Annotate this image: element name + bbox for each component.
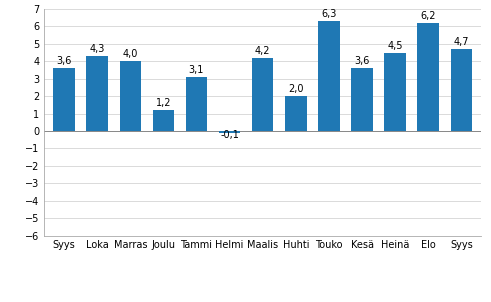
Text: 3,6: 3,6 (355, 56, 370, 66)
Text: 6,3: 6,3 (321, 9, 337, 19)
Text: 6,2: 6,2 (420, 11, 436, 21)
Text: 2,0: 2,0 (288, 84, 303, 94)
Text: 3,1: 3,1 (189, 65, 204, 75)
Text: 4,2: 4,2 (255, 46, 271, 56)
Bar (54, 68, 75, 131)
Bar (186, 77, 207, 131)
Text: 4,3: 4,3 (89, 44, 105, 54)
Text: 1,2: 1,2 (156, 98, 171, 108)
Text: -0,1: -0,1 (220, 130, 239, 140)
Bar (153, 110, 174, 131)
Text: 3,6: 3,6 (56, 56, 72, 66)
Bar (252, 58, 273, 131)
Text: 4,7: 4,7 (454, 37, 469, 47)
Bar (285, 96, 306, 131)
Bar (318, 21, 340, 131)
Bar (417, 23, 439, 131)
Bar (384, 53, 406, 131)
Bar (86, 56, 108, 131)
Bar (451, 49, 472, 131)
Text: 4,0: 4,0 (123, 49, 138, 59)
Text: 4,5: 4,5 (387, 40, 403, 50)
Bar (119, 61, 141, 131)
Bar (219, 131, 240, 133)
Bar (351, 68, 373, 131)
